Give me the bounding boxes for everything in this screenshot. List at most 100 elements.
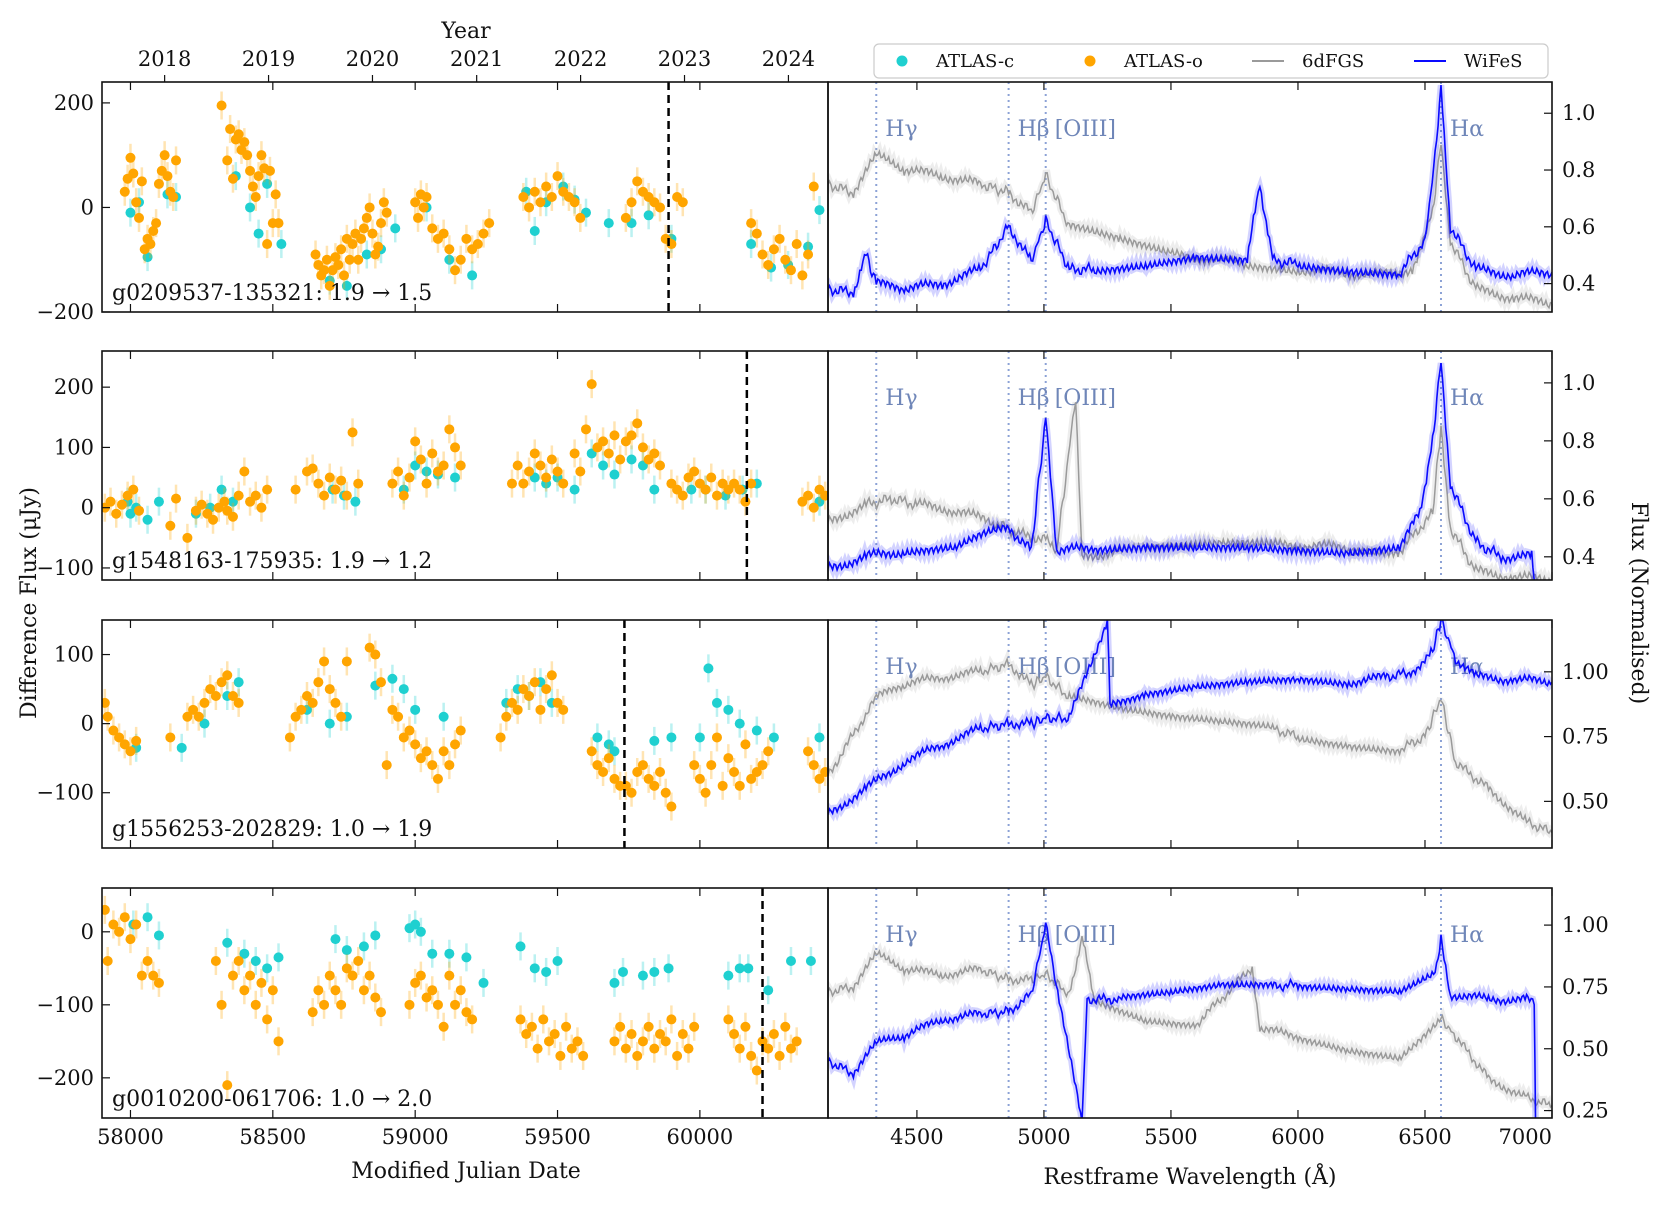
atlas-o-point [566,1043,577,1054]
atlas-o-point [455,460,466,471]
atlas-o-point [404,999,415,1010]
atlas-o-point [484,218,495,229]
atlas-o-point [256,502,267,513]
sp-ytick-label: 0.6 [1562,487,1595,511]
atlas-c-point [814,205,825,216]
atlas-o-point [233,490,244,501]
sp-ytick-label: 0.50 [1562,789,1609,813]
atlas-c-point [142,514,153,525]
lc-ytick-label: 200 [54,91,94,115]
emission-line-label: Hγ [885,923,917,948]
atlas-o-point [370,992,381,1003]
atlas-c-point [262,178,273,189]
atlas-o-point [763,1043,774,1054]
atlas-o-point [546,670,557,681]
atlas-o-point [455,985,466,996]
lc-ytick-label: 0 [81,920,94,944]
atlas-o-point [171,493,182,504]
atlas-c-point [245,202,256,213]
atlas-o-point [427,223,438,234]
atlas-c-point [358,941,369,952]
atlas-o-point [347,239,358,250]
atlas-o-point [119,186,130,197]
atlas-o-point [216,677,227,688]
atlas-c-point [250,956,261,967]
sp-ytick-label: 0.25 [1562,1099,1609,1123]
atlas-o-point [495,732,506,743]
atlas-o-point [233,956,244,967]
sp-frame [827,350,1553,581]
atlas-c-point [649,966,660,977]
sp-xtick-label: 5000 [1017,1125,1070,1149]
legend-frame [873,43,1549,79]
atlas-c-point [398,684,409,695]
atlas-o-point [219,496,230,507]
atlas-o-point [376,1007,387,1018]
legend-marker [1084,55,1096,67]
atlas-o-point [706,472,717,483]
atlas-o-point [546,454,557,465]
atlas-o-point [134,212,145,223]
lc-xtick-label: 59500 [524,1125,591,1149]
atlas-o-point [227,511,238,522]
atlas-o-point [632,176,643,187]
atlas-c-point [609,746,620,757]
atlas-o-point [518,192,529,202]
atlas-o-point [148,225,159,236]
atlas-o-point [549,1029,560,1040]
atlas-o-point [418,202,429,213]
atlas-c-point [361,249,372,260]
atlas-o-point [398,732,409,743]
atlas-c-point [637,970,648,981]
atlas-o-point [273,1036,284,1047]
atlas-c-point [603,739,614,750]
atlas-o-point [262,1014,273,1025]
atlas-o-point [108,919,119,930]
atlas-o-point [108,725,119,736]
atlas-o-point [378,197,389,208]
emission-line-label: [OIII] [1055,117,1116,142]
atlas-o-point [541,472,552,483]
lc-frame [101,887,829,1119]
atlas-o-point [330,697,341,708]
atlas-c-point [467,270,478,281]
atlas-o-point [324,684,335,695]
atlas-c-point [643,210,654,221]
object-label: g1556253-202829: 1.0 → 1.9 [112,817,432,842]
atlas-o-point [319,999,330,1010]
atlas-o-point [803,249,814,260]
lc-frame [101,81,829,313]
atlas-o-point [637,760,648,771]
atlas-o-point [415,454,426,465]
emission-line-label: Hα [1450,386,1484,411]
sp-ytick-label: 0.8 [1562,429,1595,453]
atlas-c-point [592,732,603,743]
atlas-o-point [655,460,666,471]
legend-marker [896,55,908,67]
atlas-o-point [361,212,372,223]
atlas-o-point [233,697,244,708]
atlas-c-point [569,484,580,495]
atlas-o-point [512,460,523,471]
atlas-o-point [111,508,122,519]
atlas-o-point [586,379,597,390]
atlas-o-point [803,490,814,501]
atlas-o-point [552,466,563,477]
atlas-o-point [689,466,700,477]
atlas-o-point [102,956,113,967]
atlas-o-point [543,1036,554,1047]
atlas-c-point [734,963,745,974]
atlas-c-point [415,926,426,937]
atlas-o-point [683,1043,694,1054]
year-tick-label: 2024 [762,47,815,71]
atlas-o-point [284,732,295,743]
atlas-o-point [225,124,236,135]
atlas-o-point [398,490,409,501]
atlas-c-point [142,912,153,923]
atlas-o-point [751,767,762,777]
atlas-o-point [450,265,461,276]
sp-xtick-label: 7000 [1499,1125,1552,1149]
atlas-o-point [467,1014,478,1025]
atlas-o-point [632,418,643,429]
